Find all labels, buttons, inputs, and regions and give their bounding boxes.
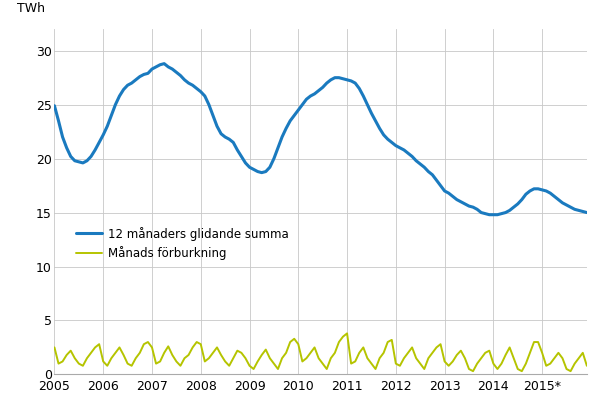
Månads förburkning (344, 331, 351, 336)
Månads förburkning (469, 369, 477, 374)
Månads förburkning (51, 345, 58, 350)
Legend: 12 månaders glidande summa, Månads förburkning: 12 månaders glidande summa, Månads förbu… (76, 227, 289, 260)
12 månaders glidande summa (482, 211, 489, 216)
Månads förburkning (96, 342, 103, 347)
Månads förburkning (486, 348, 493, 353)
Månads förburkning (214, 345, 221, 350)
Line: Månads förburkning: Månads förburkning (54, 333, 587, 371)
12 månaders glidande summa (96, 140, 103, 145)
12 månaders glidande summa (486, 212, 493, 217)
12 månaders glidande summa (583, 210, 590, 215)
12 månaders glidande summa (160, 61, 168, 66)
12 månaders glidande summa (217, 131, 224, 136)
Månads förburkning (583, 363, 590, 368)
Månads förburkning (230, 356, 237, 361)
Text: TWh: TWh (17, 2, 45, 15)
Line: 12 månaders glidande summa: 12 månaders glidande summa (54, 64, 587, 215)
12 månaders glidande summa (234, 148, 241, 153)
12 månaders glidande summa (489, 212, 497, 217)
Månads förburkning (489, 361, 497, 366)
Månads förburkning (116, 345, 123, 350)
12 månaders glidande summa (51, 103, 58, 108)
12 månaders glidande summa (116, 94, 123, 99)
